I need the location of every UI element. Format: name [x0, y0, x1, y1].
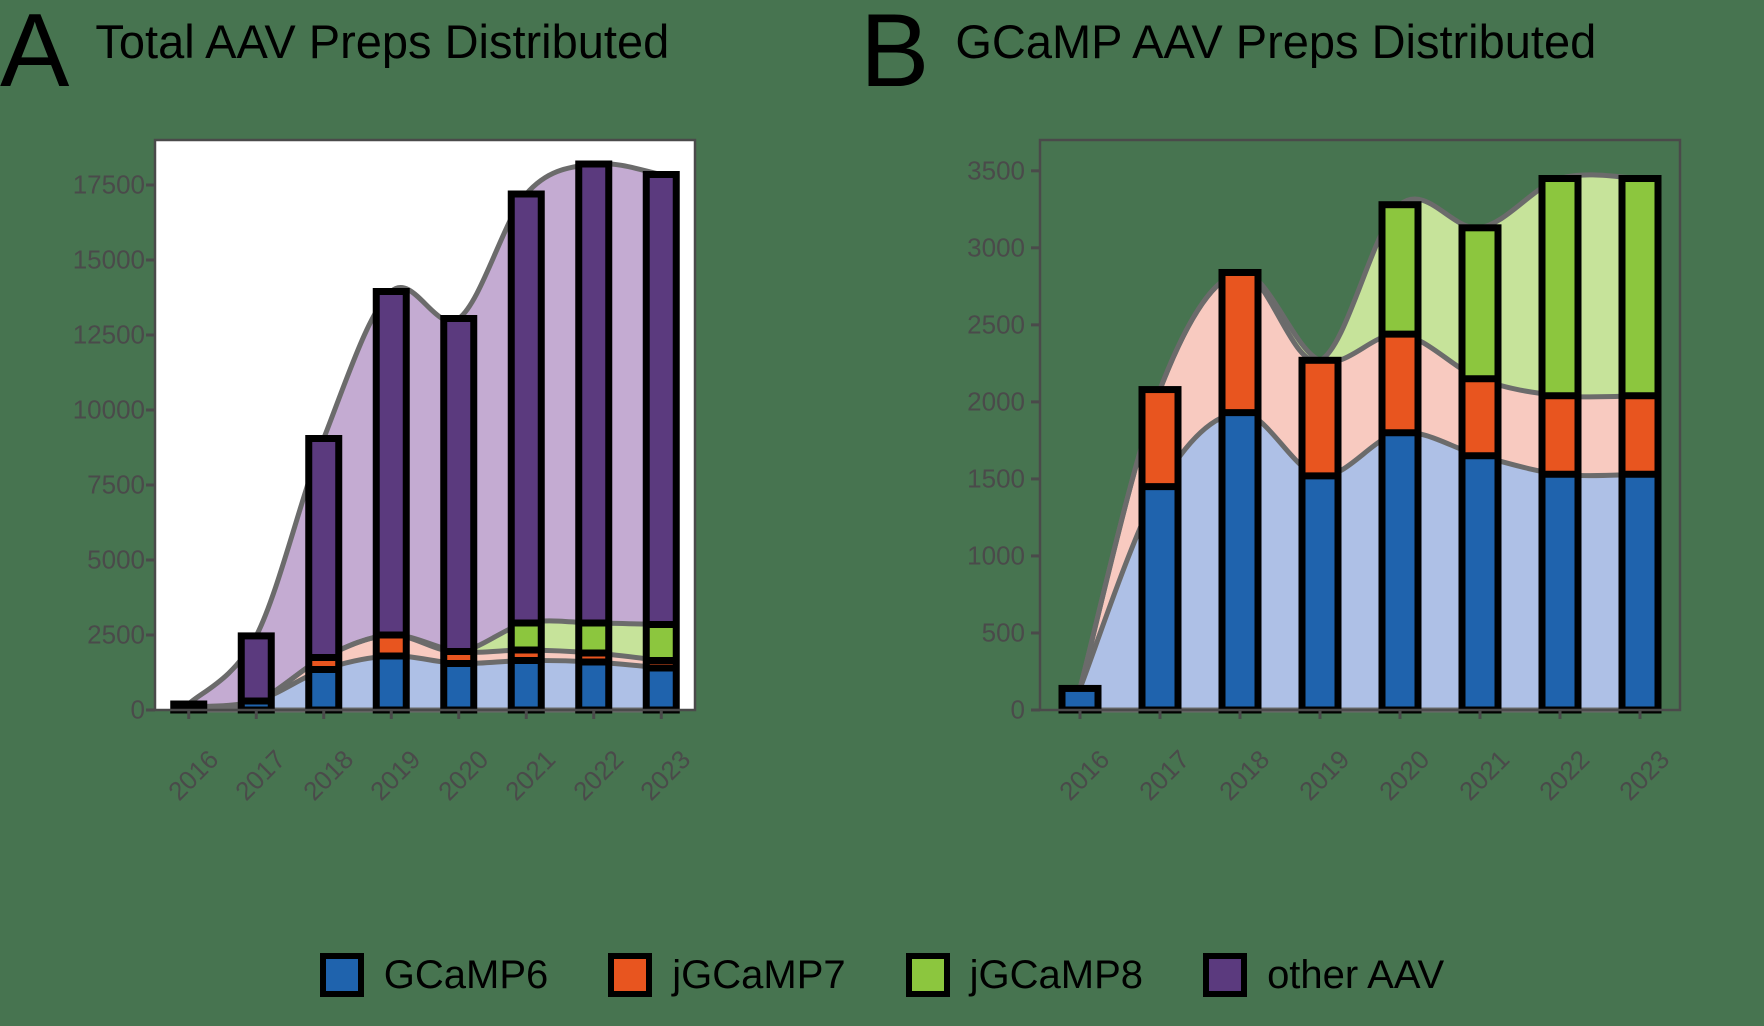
bar-2020: [1378, 201, 1422, 714]
bar-2019: [1298, 356, 1342, 714]
x-tick-label: 2019: [364, 744, 427, 807]
bar-2018: [305, 435, 343, 714]
bar-2021: [507, 190, 545, 714]
panel-b-title: GCaMP AAV Preps Distributed: [955, 15, 1597, 68]
y-tick-label: 12500: [72, 319, 145, 350]
panel-b: B GCaMP AAV Preps Distributed 0 500 1000 15…: [860, 0, 1764, 930]
legend-swatch-icon: [319, 953, 364, 997]
bar-2022: [575, 160, 613, 714]
x-tick-label: 2016: [1053, 744, 1116, 807]
panel-a-header: A Total AAV Preps Distributed: [0, 0, 670, 109]
panel-b-letter: B: [860, 0, 930, 109]
legend-swatch-icon: [608, 953, 653, 997]
bar-2016: [1058, 684, 1102, 714]
bar-2018: [1218, 268, 1262, 714]
panel-a-x-axis-labels: 2016 2017 2018 2019 2020 2021 2022 2023: [155, 710, 697, 830]
x-tick-label: 2016: [161, 744, 224, 807]
panel-a-plot-area: 0 2500 5000 7500 10000 12500 15000 17500 2016 20…: [73, 138, 697, 806]
legend-item-gcamp6[interactable]: GCaMP6: [319, 952, 549, 998]
legend-item-jgcamp8[interactable]: jGCaMP8: [905, 952, 1144, 998]
y-tick-label: 0: [130, 694, 145, 725]
panel-a-chart: [146, 138, 697, 719]
legend: GCaMP6 jGCaMP7 jGCaMP8 other AAV: [0, 925, 1764, 1025]
bar-2016: [170, 700, 208, 714]
panel-a-y-axis-labels: 0 2500 5000 7500 10000 12500 15000 17500: [0, 140, 145, 725]
y-tick-label: 17500: [72, 169, 145, 200]
panel-b-x-axis-labels: 2016 2017 2018 2019 2020 2021 2022 2023: [1040, 710, 1680, 830]
y-tick-label: 2500: [967, 309, 1025, 340]
bar-2023: [642, 171, 680, 714]
legend-label: jGCaMP7: [672, 952, 846, 997]
panel-b-y-axis-labels: 0 500 1000 1500 2000 2500 3000 3500: [865, 140, 1025, 724]
panel-a-title: Total AAV Preps Distributed: [95, 15, 670, 68]
legend-item-jgcamp7[interactable]: jGCaMP7: [608, 952, 846, 998]
panel-b-chart: [1031, 138, 1682, 719]
panel-b-header: B GCaMP AAV Preps Distributed: [860, 0, 1597, 109]
panel-b-plot-area: 0 500 1000 1500 2000 2500 3000 3500 2016 2017 201…: [967, 138, 1682, 806]
legend-label: other AAV: [1267, 952, 1445, 997]
y-tick-label: 0: [1010, 694, 1025, 725]
y-tick-label: 3500: [967, 155, 1025, 186]
bar-2021: [1458, 224, 1502, 714]
legend-item-other-aav[interactable]: other AAV: [1203, 953, 1444, 998]
bar-2019: [372, 288, 410, 714]
y-tick-label: 2000: [967, 386, 1025, 417]
x-tick-label: 2017: [1133, 744, 1196, 807]
x-tick-label: 2021: [1453, 744, 1516, 807]
x-tick-label: 2018: [1213, 744, 1276, 807]
legend-label: jGCaMP8: [969, 952, 1144, 997]
y-tick-label: 10000: [72, 394, 145, 425]
x-tick-label: 2022: [566, 744, 629, 807]
bar-2020: [440, 315, 478, 714]
y-tick-label: 2500: [87, 619, 145, 650]
x-tick-label: 2020: [1373, 744, 1436, 807]
x-tick-label: 2023: [634, 744, 697, 807]
bar-2022: [1538, 175, 1582, 714]
x-tick-label: 2018: [296, 744, 359, 807]
legend-label: GCaMP6: [383, 952, 549, 997]
x-tick-label: 2022: [1533, 744, 1596, 807]
y-tick-label: 500: [981, 617, 1025, 648]
panel-a-letter: A: [0, 0, 70, 109]
y-tick-label: 7500: [87, 469, 145, 500]
x-tick-label: 2021: [499, 744, 562, 807]
legend-swatch-icon: [905, 953, 950, 997]
y-tick-label: 1000: [967, 540, 1025, 571]
bar-2023: [1618, 175, 1662, 714]
bar-2017: [237, 632, 275, 714]
x-tick-label: 2019: [1293, 744, 1356, 807]
x-tick-label: 2023: [1613, 744, 1676, 807]
x-tick-label: 2017: [229, 744, 292, 807]
bar-2017: [1138, 386, 1182, 714]
y-tick-label: 5000: [87, 544, 145, 575]
x-tick-label: 2020: [431, 744, 494, 807]
y-tick-label: 3000: [967, 232, 1025, 263]
y-tick-label: 1500: [967, 463, 1025, 494]
legend-swatch-icon: [1203, 953, 1248, 997]
y-tick-label: 15000: [72, 244, 145, 275]
panel-a: A Total AAV Preps Distributed 0 2500 5000 7…: [0, 0, 860, 930]
